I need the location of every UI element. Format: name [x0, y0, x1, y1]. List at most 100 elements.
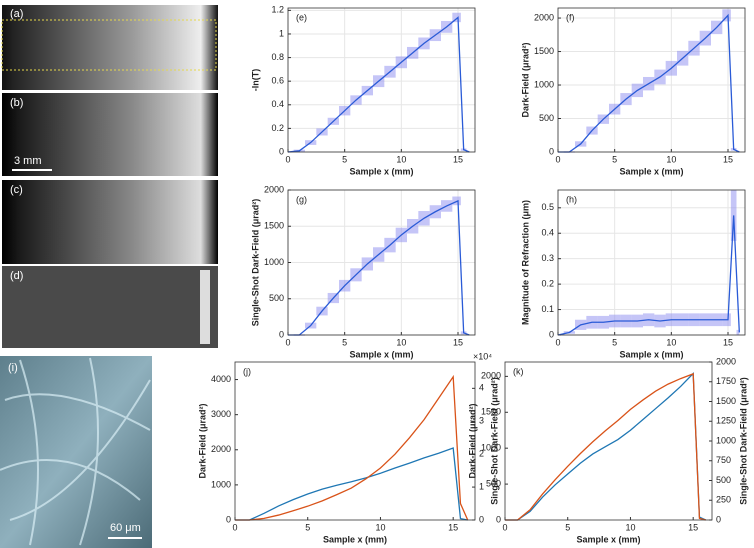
axes-frame	[234, 361, 476, 521]
panel-label: (g)	[296, 194, 307, 204]
x-tick-label: 0	[555, 337, 560, 347]
y-tick-label: 0	[549, 329, 554, 339]
y-tick-label: 1500	[481, 407, 501, 417]
y2-axis-label: Single-Shot Dark-Field (μrad²)	[738, 377, 748, 505]
error-band	[452, 12, 461, 23]
plot-area	[235, 362, 475, 520]
y2-tick-label: 1000	[716, 435, 736, 445]
plot-area	[505, 362, 712, 520]
x-tick-label: 0	[285, 154, 290, 164]
panel-label: (h)	[566, 194, 577, 204]
scale-label: 60 μm	[110, 522, 141, 534]
data-line	[235, 447, 468, 521]
y2-axis-label: Single-Shot Dark-Field (μrad²)	[489, 377, 499, 505]
panel-label: (e)	[296, 12, 307, 22]
y-tick-label: 500	[269, 293, 284, 303]
data-line	[288, 199, 470, 336]
y2-multiplier: ×10⁴	[473, 351, 492, 361]
x-tick-label: 10	[666, 337, 676, 347]
panel-label: (k)	[513, 366, 524, 376]
y-tick-label: 2000	[534, 12, 554, 22]
data-line	[505, 371, 706, 521]
image-b	[2, 93, 218, 176]
data-line	[557, 215, 740, 336]
y-tick-label: 2000	[211, 444, 231, 454]
panel-label: (b)	[10, 97, 23, 109]
x-tick-label: 15	[453, 337, 463, 347]
error-band	[736, 329, 740, 335]
y-tick-label: 0.6	[271, 76, 284, 86]
y2-tick-label: 2000	[716, 356, 736, 366]
y-axis-label: -ln(T)	[250, 69, 260, 92]
x-tick-label: 5	[342, 337, 347, 347]
x-tick-label: 10	[396, 154, 406, 164]
y2-tick-label: 250	[716, 495, 731, 505]
x-tick-label: 5	[565, 522, 570, 532]
x-tick-label: 0	[285, 337, 290, 347]
panel-label: (f)	[566, 12, 575, 22]
panel-label: (i)	[8, 362, 18, 374]
y-tick-label: 500	[486, 478, 501, 488]
data-line	[235, 374, 469, 521]
axes-frame	[504, 361, 713, 521]
x-tick-label: 15	[453, 154, 463, 164]
y-tick-label: 0	[226, 514, 231, 524]
image-i	[0, 356, 152, 548]
y-axis-label: Single-Shot Dark-Field (μrad²)	[250, 199, 260, 327]
y-tick-label: 1000	[481, 443, 501, 453]
y-tick-label: 2000	[481, 371, 501, 381]
x-axis-label: Sample x (mm)	[619, 166, 683, 176]
y-tick-label: 0	[279, 146, 284, 156]
x-tick-label: 10	[666, 154, 676, 164]
y-tick-label: 1.2	[271, 5, 284, 15]
y2-tick-label: 4	[479, 383, 484, 393]
y-tick-label: 1000	[534, 79, 554, 89]
x-tick-label: 15	[723, 337, 733, 347]
y2-tick-label: 0	[716, 514, 721, 524]
y2-tick-label: 1500	[716, 396, 736, 406]
x-tick-label: 15	[723, 154, 733, 164]
x-tick-label: 5	[612, 337, 617, 347]
x-tick-label: 0	[232, 522, 237, 532]
y-tick-label: 0.8	[271, 52, 284, 62]
x-tick-label: 0	[555, 154, 560, 164]
image-d	[2, 266, 218, 348]
y-axis-label: Dark-Field (μrad²)	[467, 403, 477, 478]
y2-tick-label: 0	[479, 514, 484, 524]
x-tick-label: 15	[688, 522, 698, 532]
y-tick-label: 0.1	[541, 304, 554, 314]
error-band	[722, 9, 731, 22]
y2-tick-label: 2	[479, 449, 484, 459]
y-tick-label: 1000	[264, 257, 284, 267]
axes-frame	[557, 189, 746, 336]
y-tick-label: 2000	[264, 184, 284, 194]
y-tick-label: 1000	[211, 479, 231, 489]
x-tick-label: 10	[396, 337, 406, 347]
y-tick-label: 0.4	[541, 228, 554, 238]
y2-tick-label: 500	[716, 475, 731, 485]
y-axis-label: Dark-Field (μrad²)	[520, 42, 530, 117]
image-c	[2, 180, 218, 264]
panel-label: (j)	[243, 366, 251, 376]
x-tick-label: 10	[375, 522, 385, 532]
x-axis-label: Sample x (mm)	[619, 349, 683, 359]
y-tick-label: 3000	[211, 409, 231, 419]
y-tick-label: 0.3	[541, 253, 554, 263]
x-tick-label: 5	[305, 522, 310, 532]
plot-area	[558, 190, 745, 335]
y-tick-label: 4000	[211, 374, 231, 384]
data-line	[287, 16, 470, 153]
y-tick-label: 500	[539, 113, 554, 123]
y-tick-label: 0	[279, 329, 284, 339]
x-tick-label: 5	[612, 154, 617, 164]
x-tick-label: 5	[342, 154, 347, 164]
x-axis-label: Sample x (mm)	[323, 534, 387, 544]
y-axis-label: Magnitude of Refraction (μm)	[520, 200, 530, 325]
y-tick-label: 0.4	[271, 99, 284, 109]
y-axis-label: Dark-Field (μrad²)	[197, 403, 207, 478]
panel-label: (a)	[10, 8, 23, 20]
panel-label: (d)	[10, 270, 23, 282]
data-line	[505, 372, 706, 521]
image-a	[2, 5, 218, 90]
